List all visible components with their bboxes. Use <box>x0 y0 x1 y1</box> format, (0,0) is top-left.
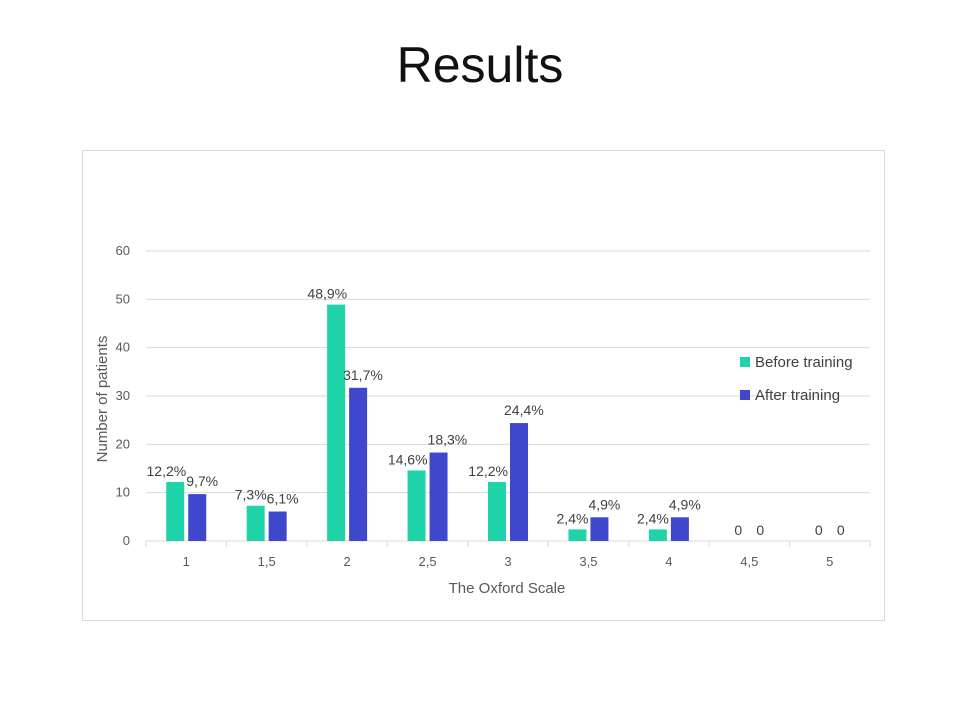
bar-before <box>568 529 587 541</box>
data-label-before: 0 <box>734 522 742 538</box>
data-label-after: 24,4% <box>504 402 544 418</box>
x-tick-label: 2,5 <box>419 554 437 569</box>
data-label-after: 0 <box>756 522 764 538</box>
x-tick-label: 3 <box>504 554 511 569</box>
bar-before <box>488 482 506 541</box>
data-labels: 12,2%7,3%48,9%14,6%12,2%2,4% 2,4%0 09,7%6,… <box>147 286 845 538</box>
data-label-before: 12,2% <box>147 463 187 479</box>
x-tick-label: 4 <box>665 554 672 569</box>
data-label-before: 48,9% <box>307 286 347 302</box>
axes: 0 10 20 30 40 50 60 1 1,5 2 2,5 3 3,5 4 4,5 5 The Oxford… <box>94 243 871 597</box>
x-axis-title: The Oxford Scale <box>449 580 566 597</box>
data-label-before: 12,2% <box>468 463 508 479</box>
legend-label-after: After training <box>755 387 840 404</box>
x-tick-label: 1,5 <box>258 554 276 569</box>
legend-swatch-after <box>740 390 750 400</box>
y-tick-label: 60 <box>116 243 130 258</box>
x-tick-label: 1 <box>183 554 190 569</box>
y-tick-label: 20 <box>116 436 130 451</box>
chart-frame: 12,2% 7,3% 48,9% 14,6% 12,2% 2,4% 2,4% 0 0 9,7% 6,… <box>82 150 885 621</box>
data-label-after: 9,7% <box>186 473 218 489</box>
data-label-before: 2,4% <box>557 510 589 526</box>
slide-title: Results <box>396 37 564 93</box>
bar-after <box>349 387 368 541</box>
bars <box>166 304 689 541</box>
data-label-after: 6,1% <box>267 491 299 507</box>
data-label-before: 0 <box>815 522 823 538</box>
bar-after <box>268 511 287 541</box>
legend-swatch-before <box>740 357 750 367</box>
y-tick-label: 0 <box>123 533 130 548</box>
x-tick-label: 2 <box>343 554 350 569</box>
y-tick-label: 30 <box>116 388 130 403</box>
grid-lines <box>146 250 870 542</box>
data-label-before: 7,3% <box>235 487 267 503</box>
data-label-after: 4,9% <box>669 496 701 512</box>
data-label-before: 14,6% <box>388 451 428 467</box>
data-label-after: 0 <box>837 522 845 538</box>
bar-before <box>407 470 426 541</box>
bar-after <box>429 452 448 541</box>
data-label-after: 18,3% <box>428 432 468 448</box>
data-label-after: 31,7% <box>343 367 383 383</box>
bar-before <box>327 304 346 541</box>
bar-after <box>510 423 528 541</box>
bar-after <box>670 517 689 541</box>
bar-chart: 12,2%7,3%48,9%14,6%12,2%2,4% 2,4%0 09,7%6,… <box>94 243 871 597</box>
y-tick-label: 40 <box>116 340 130 355</box>
bar-after <box>590 517 609 541</box>
legend: Before training After training <box>740 354 853 404</box>
x-tick-label: 3,5 <box>579 554 597 569</box>
bar-before <box>648 529 667 541</box>
y-tick-label: 50 <box>116 291 130 306</box>
x-tick-label: 4,5 <box>740 554 758 569</box>
x-tick-label: 5 <box>826 554 833 569</box>
data-label-before: 2,4% <box>637 510 669 526</box>
bar-before <box>246 505 265 541</box>
bar-after <box>188 494 207 541</box>
y-axis-title: Number of patients <box>94 336 111 463</box>
bar-before <box>166 482 185 541</box>
legend-label-before: Before training <box>755 354 853 371</box>
data-label-after: 4,9% <box>588 496 620 512</box>
y-tick-label: 10 <box>116 485 130 500</box>
